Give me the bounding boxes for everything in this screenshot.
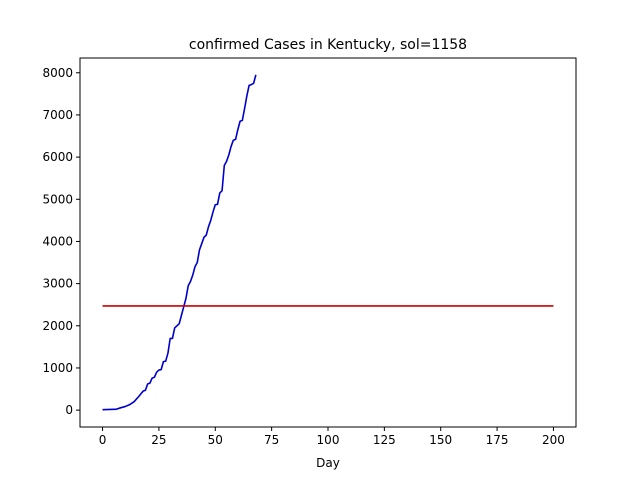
- series-layer: [102, 74, 554, 411]
- plot-area: [79, 57, 577, 428]
- y-tick-label: 2000: [42, 319, 73, 333]
- x-tick-label: 175: [486, 433, 509, 447]
- y-tick-label: 7000: [42, 108, 73, 122]
- x-tick-label: 150: [429, 433, 452, 447]
- series-line-0: [102, 74, 257, 411]
- y-tick-label: 0: [65, 403, 73, 417]
- y-tick-label: 5000: [42, 192, 73, 206]
- y-tick-label: 3000: [42, 277, 73, 291]
- x-axis-label: Day: [316, 456, 340, 470]
- x-tick-label: 200: [542, 433, 565, 447]
- y-tick-label: 8000: [42, 66, 73, 80]
- y-tick-label: 4000: [42, 234, 73, 248]
- y-axis: 0 1000 2000 3000 4000 5000 6000 7000 8000: [42, 66, 80, 417]
- x-tick-label: 50: [208, 433, 223, 447]
- x-tick-label: 100: [317, 433, 340, 447]
- chart-title: confirmed Cases in Kentucky, sol=1158: [189, 37, 467, 53]
- x-tick-label: 125: [373, 433, 396, 447]
- x-tick-label: 75: [264, 433, 279, 447]
- x-tick-label: 0: [99, 433, 107, 447]
- x-tick-label: 25: [151, 433, 166, 447]
- x-axis: 0 25 50 75 100 125 150 175 200: [99, 427, 565, 447]
- y-tick-label: 6000: [42, 150, 73, 164]
- y-tick-label: 1000: [42, 361, 73, 375]
